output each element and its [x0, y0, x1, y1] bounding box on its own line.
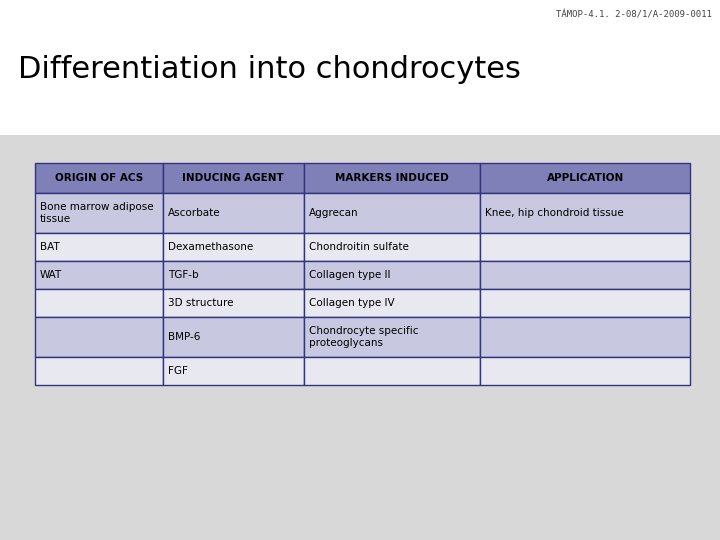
Text: Dexamethasone: Dexamethasone	[168, 242, 253, 252]
Text: TGF-b: TGF-b	[168, 270, 198, 280]
Bar	[304, 289, 480, 317]
Bar	[304, 357, 480, 385]
Text: Ascorbate: Ascorbate	[168, 208, 220, 218]
Bar	[35, 357, 163, 385]
Bar	[35, 289, 163, 317]
Text: Chondrocyte specific
proteoglycans: Chondrocyte specific proteoglycans	[309, 326, 418, 348]
Bar	[163, 357, 304, 385]
Bar	[480, 163, 690, 193]
Bar	[163, 233, 304, 261]
Text: BAT: BAT	[40, 242, 60, 252]
Text: TÁMOP-4.1. 2-08/1/A-2009-0011: TÁMOP-4.1. 2-08/1/A-2009-0011	[556, 10, 712, 19]
Bar	[35, 261, 163, 289]
Text: MARKERS INDUCED: MARKERS INDUCED	[335, 173, 449, 183]
Bar	[304, 317, 480, 357]
Bar	[480, 289, 690, 317]
Text: ORIGIN OF ACS: ORIGIN OF ACS	[55, 173, 143, 183]
Bar	[304, 261, 480, 289]
Bar	[0, 0, 720, 135]
Text: Differentiation into chondrocytes: Differentiation into chondrocytes	[18, 55, 521, 84]
Bar	[35, 317, 163, 357]
Text: 3D structure: 3D structure	[168, 298, 233, 308]
Bar	[35, 233, 163, 261]
Bar	[480, 193, 690, 233]
Text: Knee, hip chondroid tissue: Knee, hip chondroid tissue	[485, 208, 624, 218]
Text: BMP-6: BMP-6	[168, 332, 200, 342]
Bar	[304, 163, 480, 193]
Text: FGF: FGF	[168, 366, 188, 376]
Text: Chondroitin sulfate: Chondroitin sulfate	[309, 242, 408, 252]
Bar	[163, 163, 304, 193]
Bar	[35, 193, 163, 233]
Bar	[163, 317, 304, 357]
Bar	[163, 289, 304, 317]
Bar	[35, 163, 163, 193]
Bar	[480, 261, 690, 289]
Text: Collagen type IV: Collagen type IV	[309, 298, 394, 308]
Bar	[304, 193, 480, 233]
Text: Aggrecan: Aggrecan	[309, 208, 358, 218]
Bar	[480, 233, 690, 261]
Text: Collagen type II: Collagen type II	[309, 270, 390, 280]
Bar	[480, 357, 690, 385]
Bar	[163, 193, 304, 233]
Text: Bone marrow adipose
tissue: Bone marrow adipose tissue	[40, 202, 153, 224]
Bar	[163, 261, 304, 289]
Text: APPLICATION: APPLICATION	[546, 173, 624, 183]
Bar	[0, 135, 720, 540]
Text: WAT: WAT	[40, 270, 62, 280]
Bar	[304, 233, 480, 261]
Bar	[480, 317, 690, 357]
Text: INDUCING AGENT: INDUCING AGENT	[182, 173, 284, 183]
